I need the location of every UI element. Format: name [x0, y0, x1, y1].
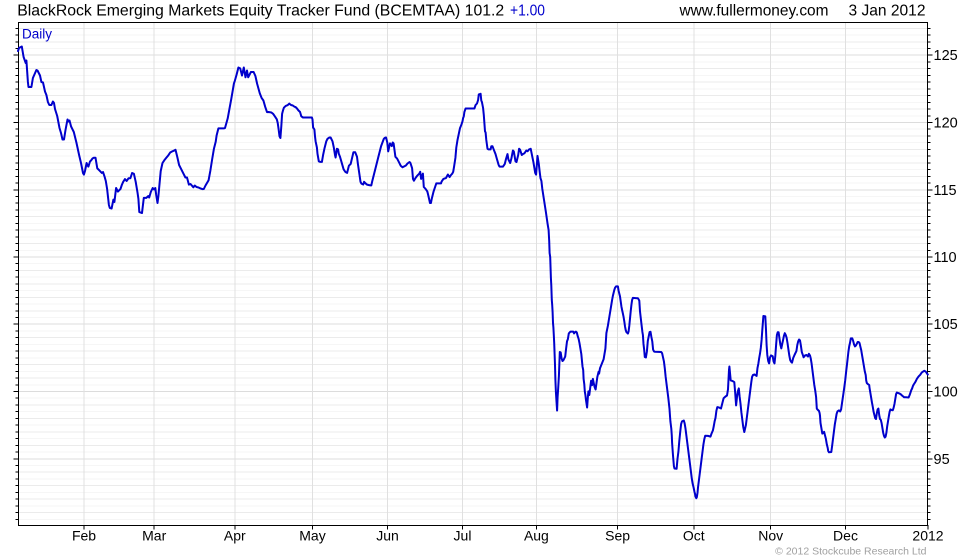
svg-text:BlackRock Emerging Markets Equ: BlackRock Emerging Markets Equity Tracke…	[17, 3, 504, 20]
svg-text:110: 110	[934, 250, 957, 266]
svg-text:125: 125	[934, 48, 958, 64]
svg-text:3 Jan 2012: 3 Jan 2012	[849, 3, 926, 20]
svg-text:Apr: Apr	[224, 528, 246, 544]
svg-text:105: 105	[934, 317, 958, 333]
svg-text:Sep: Sep	[605, 528, 630, 544]
svg-text:Aug: Aug	[524, 528, 549, 544]
svg-text:2012: 2012	[912, 528, 943, 544]
svg-text:Mar: Mar	[142, 528, 166, 544]
svg-text:Daily: Daily	[22, 27, 52, 42]
svg-text:100: 100	[934, 385, 958, 401]
svg-text:May: May	[299, 528, 325, 544]
svg-text:Jun: Jun	[376, 528, 399, 544]
svg-text:Jul: Jul	[454, 528, 472, 544]
svg-text:95: 95	[934, 452, 950, 468]
svg-text:120: 120	[934, 116, 958, 132]
svg-text:+1.00: +1.00	[510, 3, 545, 20]
svg-text:115: 115	[934, 183, 957, 199]
svg-text:Feb: Feb	[72, 528, 96, 544]
svg-text:Oct: Oct	[683, 528, 705, 544]
svg-text:Dec: Dec	[833, 528, 858, 544]
svg-text:www.fullermoney.com: www.fullermoney.com	[679, 3, 829, 20]
svg-text:Nov: Nov	[758, 528, 783, 544]
svg-text:© 2012 Stockcube Research Ltd: © 2012 Stockcube Research Ltd	[775, 546, 926, 558]
